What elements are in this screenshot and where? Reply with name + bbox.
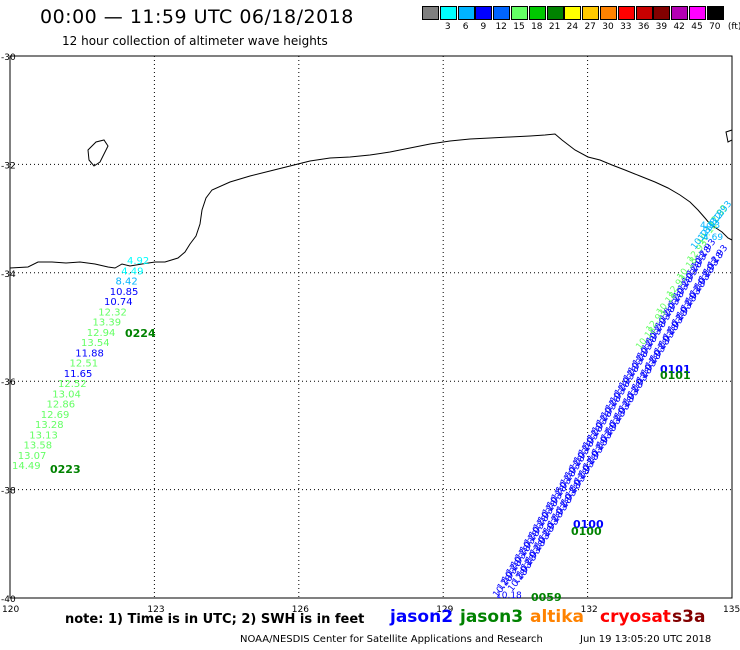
latitude-label: -36: [1, 378, 16, 388]
legend-label: 9: [480, 22, 487, 32]
longitude-label: 135: [723, 605, 740, 615]
wave-height-value: 12.51: [70, 359, 99, 370]
wave-height-value: 12.69: [41, 410, 70, 421]
legend-swatch: [653, 6, 671, 20]
legend-swatch: [439, 6, 457, 20]
legend-swatch: [564, 6, 582, 20]
wave-height-value: 13.58: [24, 441, 53, 452]
legend-swatch: [475, 6, 493, 20]
legend-swatch: [457, 6, 475, 20]
wave-height-value: 13.13: [29, 430, 58, 441]
legend-label: 18: [531, 22, 543, 32]
legend-label: 6: [462, 22, 469, 32]
map-title: 00:00 — 11:59 UTC 06/18/2018: [40, 6, 354, 28]
legend-label: 15: [513, 22, 525, 32]
legend-label: 21: [548, 22, 561, 32]
satellite-name: jason3: [460, 607, 524, 627]
wave-height-value: 4.49: [121, 266, 143, 277]
wave-height-value: 12.94: [87, 328, 116, 339]
legend-label: 70: [709, 22, 721, 32]
legend-swatch: [706, 6, 724, 20]
legend-swatch: [546, 6, 564, 20]
satellite-name: cryosat: [600, 607, 671, 627]
legend-swatch: [635, 6, 653, 20]
wave-height-value: 4.92: [127, 256, 149, 267]
latitude-label: -38: [1, 487, 16, 497]
wave-height-value: 10.18: [496, 591, 522, 601]
wave-height-value: 12.86: [47, 400, 76, 411]
legend-swatch: [689, 6, 706, 20]
latitude-label: -40: [1, 595, 16, 605]
coastline: [9, 133, 733, 269]
units-note: note: 1) Time is in UTC; 2) SWH is in fe…: [65, 612, 365, 627]
pass-time-label: 0059: [531, 591, 562, 604]
longitude-label: 126: [292, 605, 309, 615]
legend-swatch: [600, 6, 617, 20]
legend-label: 12: [495, 22, 507, 32]
wave-height-value: 13.07: [18, 451, 47, 462]
legend-swatch: [528, 6, 546, 20]
legend-unit: (ft): [727, 22, 740, 32]
legend-swatch: [671, 6, 689, 20]
wave-height-value: 13.54: [81, 338, 110, 349]
generation-timestamp: Jun 19 13:05:20 UTC 2018: [580, 634, 712, 645]
latitude-label: -32: [1, 161, 16, 171]
wave-height-value: 12.32: [98, 307, 127, 318]
wave-height-value: 12.52: [58, 379, 87, 390]
satellite-name: altika: [530, 607, 585, 627]
pass-time-label: 0100: [573, 518, 604, 531]
longitude-label: 120: [2, 605, 19, 615]
legend-swatch: [422, 6, 439, 20]
wave-height-value: 10.74: [104, 297, 133, 308]
legend-swatch: [582, 6, 600, 20]
legend-label: 24: [566, 22, 579, 32]
legend-label: 39: [655, 22, 668, 32]
wave-height-value: 4.69: [703, 233, 723, 243]
legend-label: 42: [673, 22, 685, 32]
latitude-label: -34: [1, 270, 16, 280]
longitude-label: 132: [581, 605, 598, 615]
wave-height-value: 13.04: [52, 389, 81, 400]
wave-height-value: 11.65: [64, 369, 93, 380]
wave-height-value: 13.28: [35, 420, 64, 431]
wave-height-value: 10.85: [110, 287, 139, 298]
legend-label: 45: [691, 22, 703, 32]
legend-label: 33: [620, 22, 632, 32]
map-frame: [9, 55, 733, 599]
pass-time-label: 0223: [50, 463, 81, 476]
legend-label: 36: [637, 22, 650, 32]
legend-label: 30: [602, 22, 614, 32]
wave-height-value: 11.88: [75, 348, 104, 359]
wave-height-value: 4.93: [700, 221, 720, 231]
credit-text: NOAA/NESDIS Center for Satellite Applica…: [240, 634, 543, 645]
pass-time-label: 0100: [571, 525, 602, 538]
latitude-label: -30: [1, 53, 16, 63]
legend-swatch: [617, 6, 635, 20]
longitude-label: 129: [436, 605, 453, 615]
longitude-label: 123: [147, 605, 164, 615]
pass-time-label: 0101: [660, 369, 691, 382]
legend-label: 3: [444, 22, 451, 32]
satellite-name: s3a: [672, 607, 706, 627]
satellite-name: jason2: [390, 607, 454, 627]
legend-label: 27: [584, 22, 596, 32]
map-subtitle: 12 hour collection of altimeter wave hei…: [62, 34, 328, 48]
pass-time-label: 0224: [125, 327, 156, 340]
legend-swatch: [493, 6, 511, 20]
island: [87, 139, 109, 167]
wave-height-value: 8.42: [116, 277, 138, 288]
wave-height-value: 13.39: [93, 318, 122, 329]
pass-time-label: 0101: [660, 363, 691, 376]
legend-swatch: [511, 6, 528, 20]
wave-height-value: 14.49: [12, 461, 41, 472]
island: [725, 129, 733, 143]
